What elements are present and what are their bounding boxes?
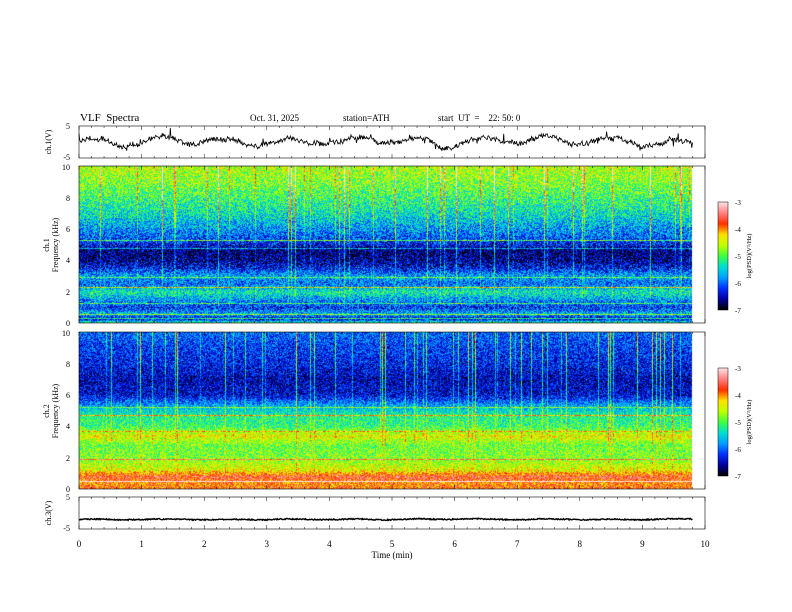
- ch1-ytick-top: 5: [66, 122, 70, 131]
- ch3-voltage-frame: [78, 496, 706, 530]
- ch1-colorbar: -3 -4 -5 -6 -7 log(PSD)(V²/Hz): [717, 199, 753, 315]
- ch2-freq-tick-0: 0: [66, 485, 70, 494]
- ch2-colorbar-holder: [718, 368, 728, 476]
- ch1-freq-tick-10: 10: [62, 163, 70, 172]
- ch2-freq-tick-2: 2: [66, 454, 70, 463]
- cb2-tick-m7: -7: [735, 473, 741, 481]
- ch1-spectrogram-heatmap: [79, 166, 705, 323]
- ch1-freq-tick-4: 4: [66, 256, 70, 265]
- cb2-tick-m3: -3: [735, 365, 741, 373]
- ch1-spectrogram-panel: 0 2 4 6 8 10 ch.1 Frequency (kHz): [42, 163, 706, 328]
- ch1-colorbar-frame: [717, 201, 729, 311]
- ch2-colorbar-gradient: [718, 368, 728, 476]
- cb1-label: log(PSD)(V²/Hz): [746, 234, 753, 279]
- xtick-5: 5: [390, 539, 395, 549]
- ch1-spectrogram-holder: [79, 166, 705, 323]
- ch1-spectrogram-ticks: [78, 166, 706, 323]
- ch1-voltage-ticks: [78, 126, 706, 158]
- cb1-tick-m6: -6: [735, 280, 741, 288]
- ch3-voltage-series: [78, 517, 693, 522]
- ch1-freq-tick-2: 2: [66, 288, 70, 297]
- xtick-3: 3: [265, 539, 270, 549]
- ch3-voltage-panel: 5 -5 ch.3(V): [44, 493, 706, 533]
- ch2-colorbar: -3 -4 -5 -6 -7 log(PSD)(V²/Hz): [717, 365, 753, 481]
- ch1-freq-tick-0: 0: [66, 319, 70, 328]
- cb2-tick-m6: -6: [735, 446, 741, 454]
- ch3-ytick-bottom: -5: [63, 524, 70, 533]
- ch2-colorbar-frame: [717, 367, 729, 477]
- ch1-channel-ylabel: ch.1: [42, 238, 51, 252]
- ch2-channel-ylabel: ch.2: [42, 404, 51, 418]
- recording-date: Oct. 31, 2025: [250, 113, 299, 123]
- ch3-voltage-ylabel: ch.3(V): [44, 500, 53, 525]
- xtick-2: 2: [202, 539, 207, 549]
- ch1-ytick-bottom: -5: [63, 153, 70, 162]
- ch1-colorbar-gradient: [718, 202, 728, 310]
- ch3-ytick-top: 5: [66, 493, 70, 502]
- xtick-1: 1: [139, 539, 144, 549]
- ch2-freq-tick-4: 4: [66, 422, 70, 431]
- cb2-tick-m5: -5: [735, 419, 741, 427]
- ch1-voltage-frame: [78, 125, 706, 159]
- ch2-freq-tick-10: 10: [62, 329, 70, 338]
- ch1-voltage-series: [78, 127, 693, 152]
- ch2-spectrogram-ticks: [78, 332, 706, 489]
- ch2-freq-tick-6: 6: [66, 391, 70, 400]
- ch1-voltage-panel: 5 -5 ch.1(V): [44, 122, 706, 162]
- xtick-4: 4: [327, 539, 332, 549]
- xtick-8: 8: [578, 539, 583, 549]
- xtick-9: 9: [640, 539, 645, 549]
- cb1-tick-m4: -4: [735, 226, 741, 234]
- time-axis: 0 1 2 3 4 5 6 7 8 9 10 Time (min): [77, 539, 710, 560]
- cb1-tick-m7: -7: [735, 307, 741, 315]
- ch1-frequency-ylabel: Frequency (kHz): [51, 217, 60, 272]
- ch1-voltage-ylabel: ch.1(V): [44, 129, 53, 154]
- ch1-colorbar-holder: [718, 202, 728, 310]
- ch1-freq-tick-6: 6: [66, 225, 70, 234]
- time-axis-label: Time (min): [372, 550, 413, 560]
- ch3-voltage-ticks: [78, 497, 706, 529]
- xtick-10: 10: [701, 539, 711, 549]
- ch2-freq-tick-8: 8: [66, 360, 70, 369]
- ch2-frequency-ylabel: Frequency (kHz): [51, 383, 60, 438]
- cb1-tick-m5: -5: [735, 253, 741, 261]
- xtick-0: 0: [77, 539, 82, 549]
- start-time-label: start UT = 22: 50: 0: [438, 113, 521, 123]
- xtick-7: 7: [515, 539, 520, 549]
- xtick-6: 6: [452, 539, 457, 549]
- cb2-tick-m4: -4: [735, 392, 741, 400]
- station-label: station=ATH: [343, 113, 390, 123]
- cb1-tick-m3: -3: [735, 199, 741, 207]
- ch2-spectrogram-heatmap: [79, 332, 705, 489]
- ch2-spectrogram-panel: 0 2 4 6 8 10 ch.2 Frequency (kHz): [42, 329, 706, 494]
- cb2-label: log(PSD)(V²/Hz): [746, 400, 753, 445]
- ch2-spectrogram-holder: [79, 332, 705, 489]
- ch1-freq-tick-8: 8: [66, 194, 70, 203]
- figure-title: VLF Spectra: [80, 112, 140, 124]
